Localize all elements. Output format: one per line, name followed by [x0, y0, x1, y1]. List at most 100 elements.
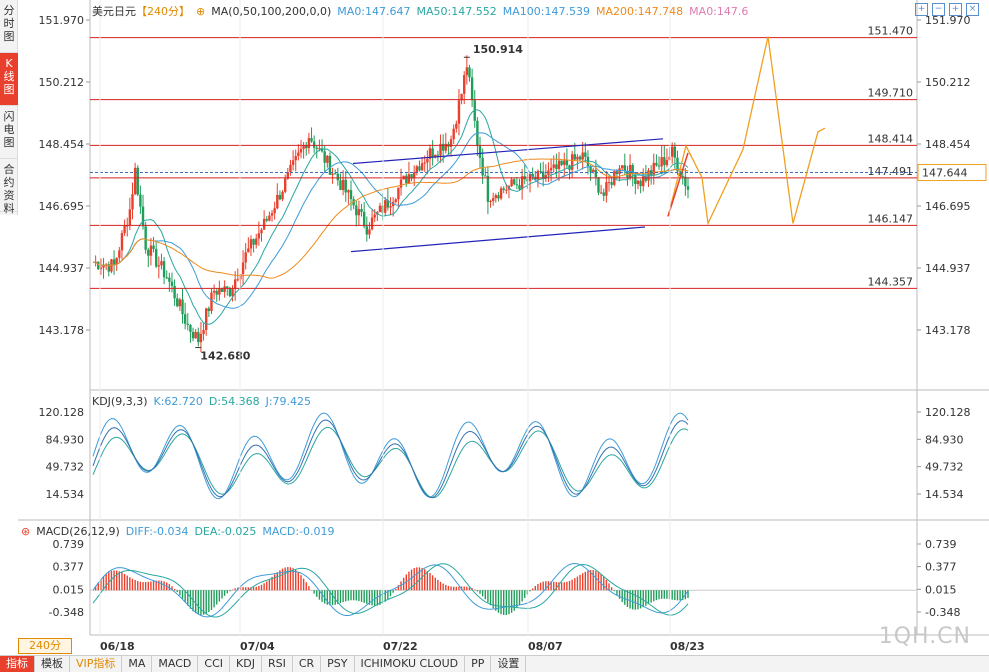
ma200-value: MA200:147.748: [595, 5, 684, 18]
period-selector[interactable]: 240分: [18, 638, 72, 654]
candle-body: [147, 249, 150, 256]
candle-body: [326, 155, 329, 163]
candle-body: [283, 178, 287, 192]
candle-body: [452, 128, 455, 140]
candle-body: [268, 215, 271, 221]
tab-flash[interactable]: 闪电图: [0, 106, 18, 159]
candle-body: [273, 208, 276, 214]
candle-body: [257, 233, 261, 239]
candle-body: [265, 218, 268, 221]
kdj-tick-left: 120.128: [39, 406, 85, 419]
candle-body: [199, 333, 203, 343]
candle-body: [260, 229, 263, 234]
price-tick-left: 144.937: [39, 262, 85, 275]
candle-body: [320, 148, 324, 152]
candle-body: [449, 139, 453, 147]
candle-body: [315, 147, 318, 149]
candle-body: [99, 267, 103, 270]
candle-body: [549, 167, 553, 171]
bottom-tab-ma[interactable]: MA: [122, 656, 153, 672]
bottom-tab-cci[interactable]: CCI: [198, 656, 231, 672]
candle-body: [684, 176, 687, 187]
price-tick-right: 146.695: [925, 200, 971, 213]
minus-icon[interactable]: −: [932, 3, 945, 16]
candle-body: [544, 175, 548, 178]
tab-timeshare[interactable]: 分时图: [0, 0, 18, 53]
expand-icon[interactable]: +: [915, 3, 928, 16]
candle-body: [399, 179, 403, 188]
current-price-value: 147.644: [922, 167, 968, 180]
candle-body: [510, 179, 513, 187]
level-label: 149.710: [868, 87, 914, 100]
candle-body: [328, 155, 332, 175]
bottom-tab-template[interactable]: 模板: [35, 656, 70, 672]
chart-area[interactable]: 151.970 151.970 150.212 150.212 148.454 148.4…: [18, 0, 989, 655]
close-icon[interactable]: ×: [966, 3, 979, 16]
candle-body: [197, 331, 200, 343]
kdj-tick-right: 14.534: [925, 488, 964, 501]
settings-icon[interactable]: ⊕: [196, 5, 206, 18]
bottom-tab-psy[interactable]: PSY: [321, 656, 355, 672]
bottom-tab-kdj[interactable]: KDJ: [230, 656, 262, 672]
candle-body: [576, 156, 579, 160]
candle-body: [605, 182, 608, 196]
candle-body: [244, 252, 247, 263]
plus-icon[interactable]: +: [949, 3, 962, 16]
candle-body: [581, 152, 584, 160]
price-tick-right: 144.937: [925, 262, 971, 275]
candle-body: [297, 152, 300, 157]
candle-body: [513, 179, 516, 185]
price-tick-right: 151.970: [925, 14, 971, 27]
candle-body: [173, 285, 176, 299]
candle-body: [157, 265, 161, 267]
ma-label: MA(0,50,100,200,0,0): [211, 5, 332, 18]
candle-body: [378, 205, 382, 213]
candle-body: [112, 259, 116, 265]
candle-body: [191, 331, 195, 339]
bottom-tab-cr[interactable]: CR: [293, 656, 322, 672]
candle-body: [215, 290, 218, 295]
candle-body: [486, 175, 490, 202]
candle-body: [407, 174, 411, 184]
candle-body: [97, 261, 100, 270]
bottom-tab-rsi[interactable]: RSI: [262, 656, 293, 672]
bottom-tab-ichimoku[interactable]: ICHIMOKU CLOUD: [355, 656, 466, 672]
macd-target-icon[interactable]: ⊛: [21, 525, 31, 538]
candle-body: [176, 298, 179, 307]
kdj-k-line: [92, 419, 689, 499]
candle-body: [386, 200, 390, 208]
window-controls: + − + ×: [915, 3, 979, 16]
low-label: 142.680: [200, 350, 250, 363]
candle-body: [455, 123, 458, 129]
date-label: 08/07: [528, 640, 563, 653]
chart-canvas[interactable]: 151.970 151.970 150.212 150.212 148.454 148.4…: [18, 0, 989, 655]
tab-kline[interactable]: K线图: [0, 53, 18, 106]
candle-body: [565, 160, 569, 166]
candle-body: [276, 194, 279, 209]
candle-body: [384, 200, 387, 213]
candle-body: [631, 165, 634, 175]
candle-body: [139, 194, 142, 207]
candle-body: [463, 75, 466, 94]
candle-body: [352, 199, 355, 206]
candle-body: [136, 167, 139, 195]
kdj-k: K:62.720: [153, 395, 203, 408]
candle-body: [652, 162, 655, 175]
tab-contract[interactable]: 合约资料: [0, 159, 18, 215]
candle-body: [107, 264, 110, 272]
candle-body: [336, 173, 340, 181]
bottom-tab-vip[interactable]: VIP指标: [70, 656, 123, 672]
period-label[interactable]: 【240分】: [136, 5, 190, 18]
date-label: 06/18: [100, 640, 135, 653]
bottom-tab-macd[interactable]: MACD: [152, 656, 199, 672]
candle-body: [481, 157, 484, 176]
kdj-j-line: [92, 412, 689, 500]
candle-body: [318, 148, 321, 150]
candle-body: [676, 157, 679, 172]
candle-body: [141, 206, 145, 227]
bottom-tab-settings[interactable]: 设置: [491, 656, 527, 672]
candle-body: [102, 264, 105, 268]
bottom-tab-pp[interactable]: PP: [465, 656, 492, 672]
ma100-value: MA100:147.539: [502, 5, 590, 18]
bottom-tab-indicator[interactable]: 指标: [0, 656, 35, 672]
